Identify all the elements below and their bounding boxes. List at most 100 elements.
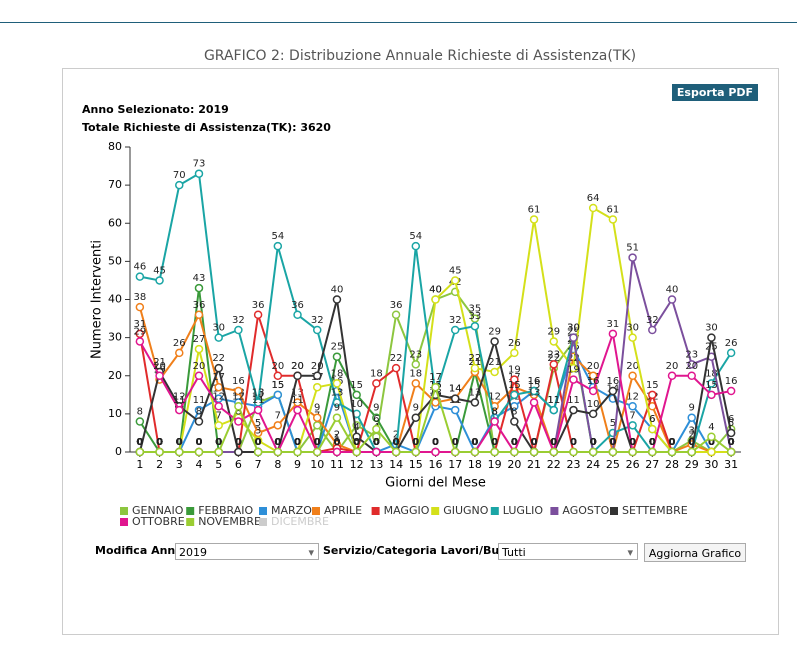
data-label: 0 [432,437,439,448]
point [234,402,243,411]
data-label: 31 [607,319,620,330]
data-label: 0 [393,437,400,448]
point [707,432,716,441]
legend-label: DICEMBRE [271,515,329,528]
update-button[interactable]: Aggiorna Grafico [644,543,746,562]
legend-label: AGOSTO [562,504,609,517]
data-label: 0 [531,437,538,448]
data-label: 20 [193,361,206,372]
data-label: 0 [432,437,439,448]
data-label: 23 [409,349,422,360]
data-label: 29 [488,326,501,337]
data-label: 0 [215,437,222,448]
data-label: 0 [669,437,676,448]
x-tick-label: 2 [156,458,163,471]
data-label: 0 [176,437,183,448]
x-tick-label: 17 [448,458,462,471]
point [608,329,618,339]
data-label: 0 [215,437,222,448]
x-axis-label: Giorni del Mese [385,476,486,491]
data-label: 6 [728,414,734,425]
data-label: 36 [193,300,206,311]
data-label: 0 [373,437,380,448]
data-label: 0 [156,437,163,448]
data-label: 11 [193,395,206,406]
export-button[interactable]: Esporta PDF [672,84,758,101]
data-label: 0 [215,437,222,448]
point [135,417,145,426]
point [234,386,243,396]
data-label: 0 [531,437,538,448]
data-label: 0 [353,437,360,448]
data-label: 0 [590,437,597,448]
point [214,402,223,411]
data-label: 0 [471,437,478,448]
point [529,386,539,396]
service-label: Servizio/Categoria Lavori/Bucket: [323,544,530,557]
point [194,283,204,293]
x-tick-label: 3 [176,458,183,471]
data-label: 0 [688,437,695,448]
data-label: 0 [471,437,478,448]
data-label: 0 [353,437,360,448]
data-label: 0 [412,437,419,448]
data-label: 5 [728,418,734,429]
data-label: 15 [528,380,541,391]
service-select[interactable]: Tutti [498,543,638,561]
point [628,421,637,430]
data-label: 22 [547,353,560,364]
data-label: 0 [176,437,183,448]
data-label: 8 [511,407,517,418]
data-label: 0 [136,437,143,448]
data-label: 15 [705,380,718,391]
data-label: 12 [626,391,639,402]
data-label: 8 [137,407,143,418]
x-tick-label: 12 [350,458,364,471]
legend-label: OTTOBRE [132,515,185,528]
data-label: 18 [331,368,344,379]
point [175,405,184,415]
legend-swatch [550,507,559,515]
point [529,447,539,457]
data-label: 13 [331,387,344,398]
data-label: 14 [449,384,462,395]
point [450,394,460,403]
data-label: 45 [153,265,166,276]
data-label: 0 [471,437,478,448]
total-info: Totale Richieste di Assistenza(TK): 3620 [82,121,331,134]
point [431,382,440,392]
panel [62,68,779,635]
data-label: 0 [274,437,281,448]
x-tick-label: 27 [645,458,659,471]
data-label: 0 [215,437,222,448]
data-label: 9 [314,403,320,414]
point [175,180,184,190]
data-label: 8 [235,407,241,418]
point [687,360,696,369]
data-label: 7 [275,410,281,421]
data-label: 73 [193,159,206,170]
data-label: 6 [649,414,655,425]
data-label: 0 [393,437,400,448]
data-label: 0 [570,437,577,448]
data-label: 13 [291,387,304,398]
x-tick-label: 24 [586,458,600,471]
point [234,325,243,335]
data-label: 0 [412,437,419,448]
data-label: 0 [688,437,695,448]
data-label: 0 [274,437,281,448]
data-label: 54 [271,231,284,242]
point [628,253,637,262]
data-label: 0 [609,437,616,448]
legend-swatch [371,507,380,515]
point [391,310,401,319]
year-select[interactable]: 2019 [175,543,319,561]
data-label: 32 [311,315,324,326]
series-line [139,206,732,453]
point [569,405,578,415]
data-label: 15 [508,380,521,391]
data-label: 0 [452,437,459,448]
point [175,348,184,358]
